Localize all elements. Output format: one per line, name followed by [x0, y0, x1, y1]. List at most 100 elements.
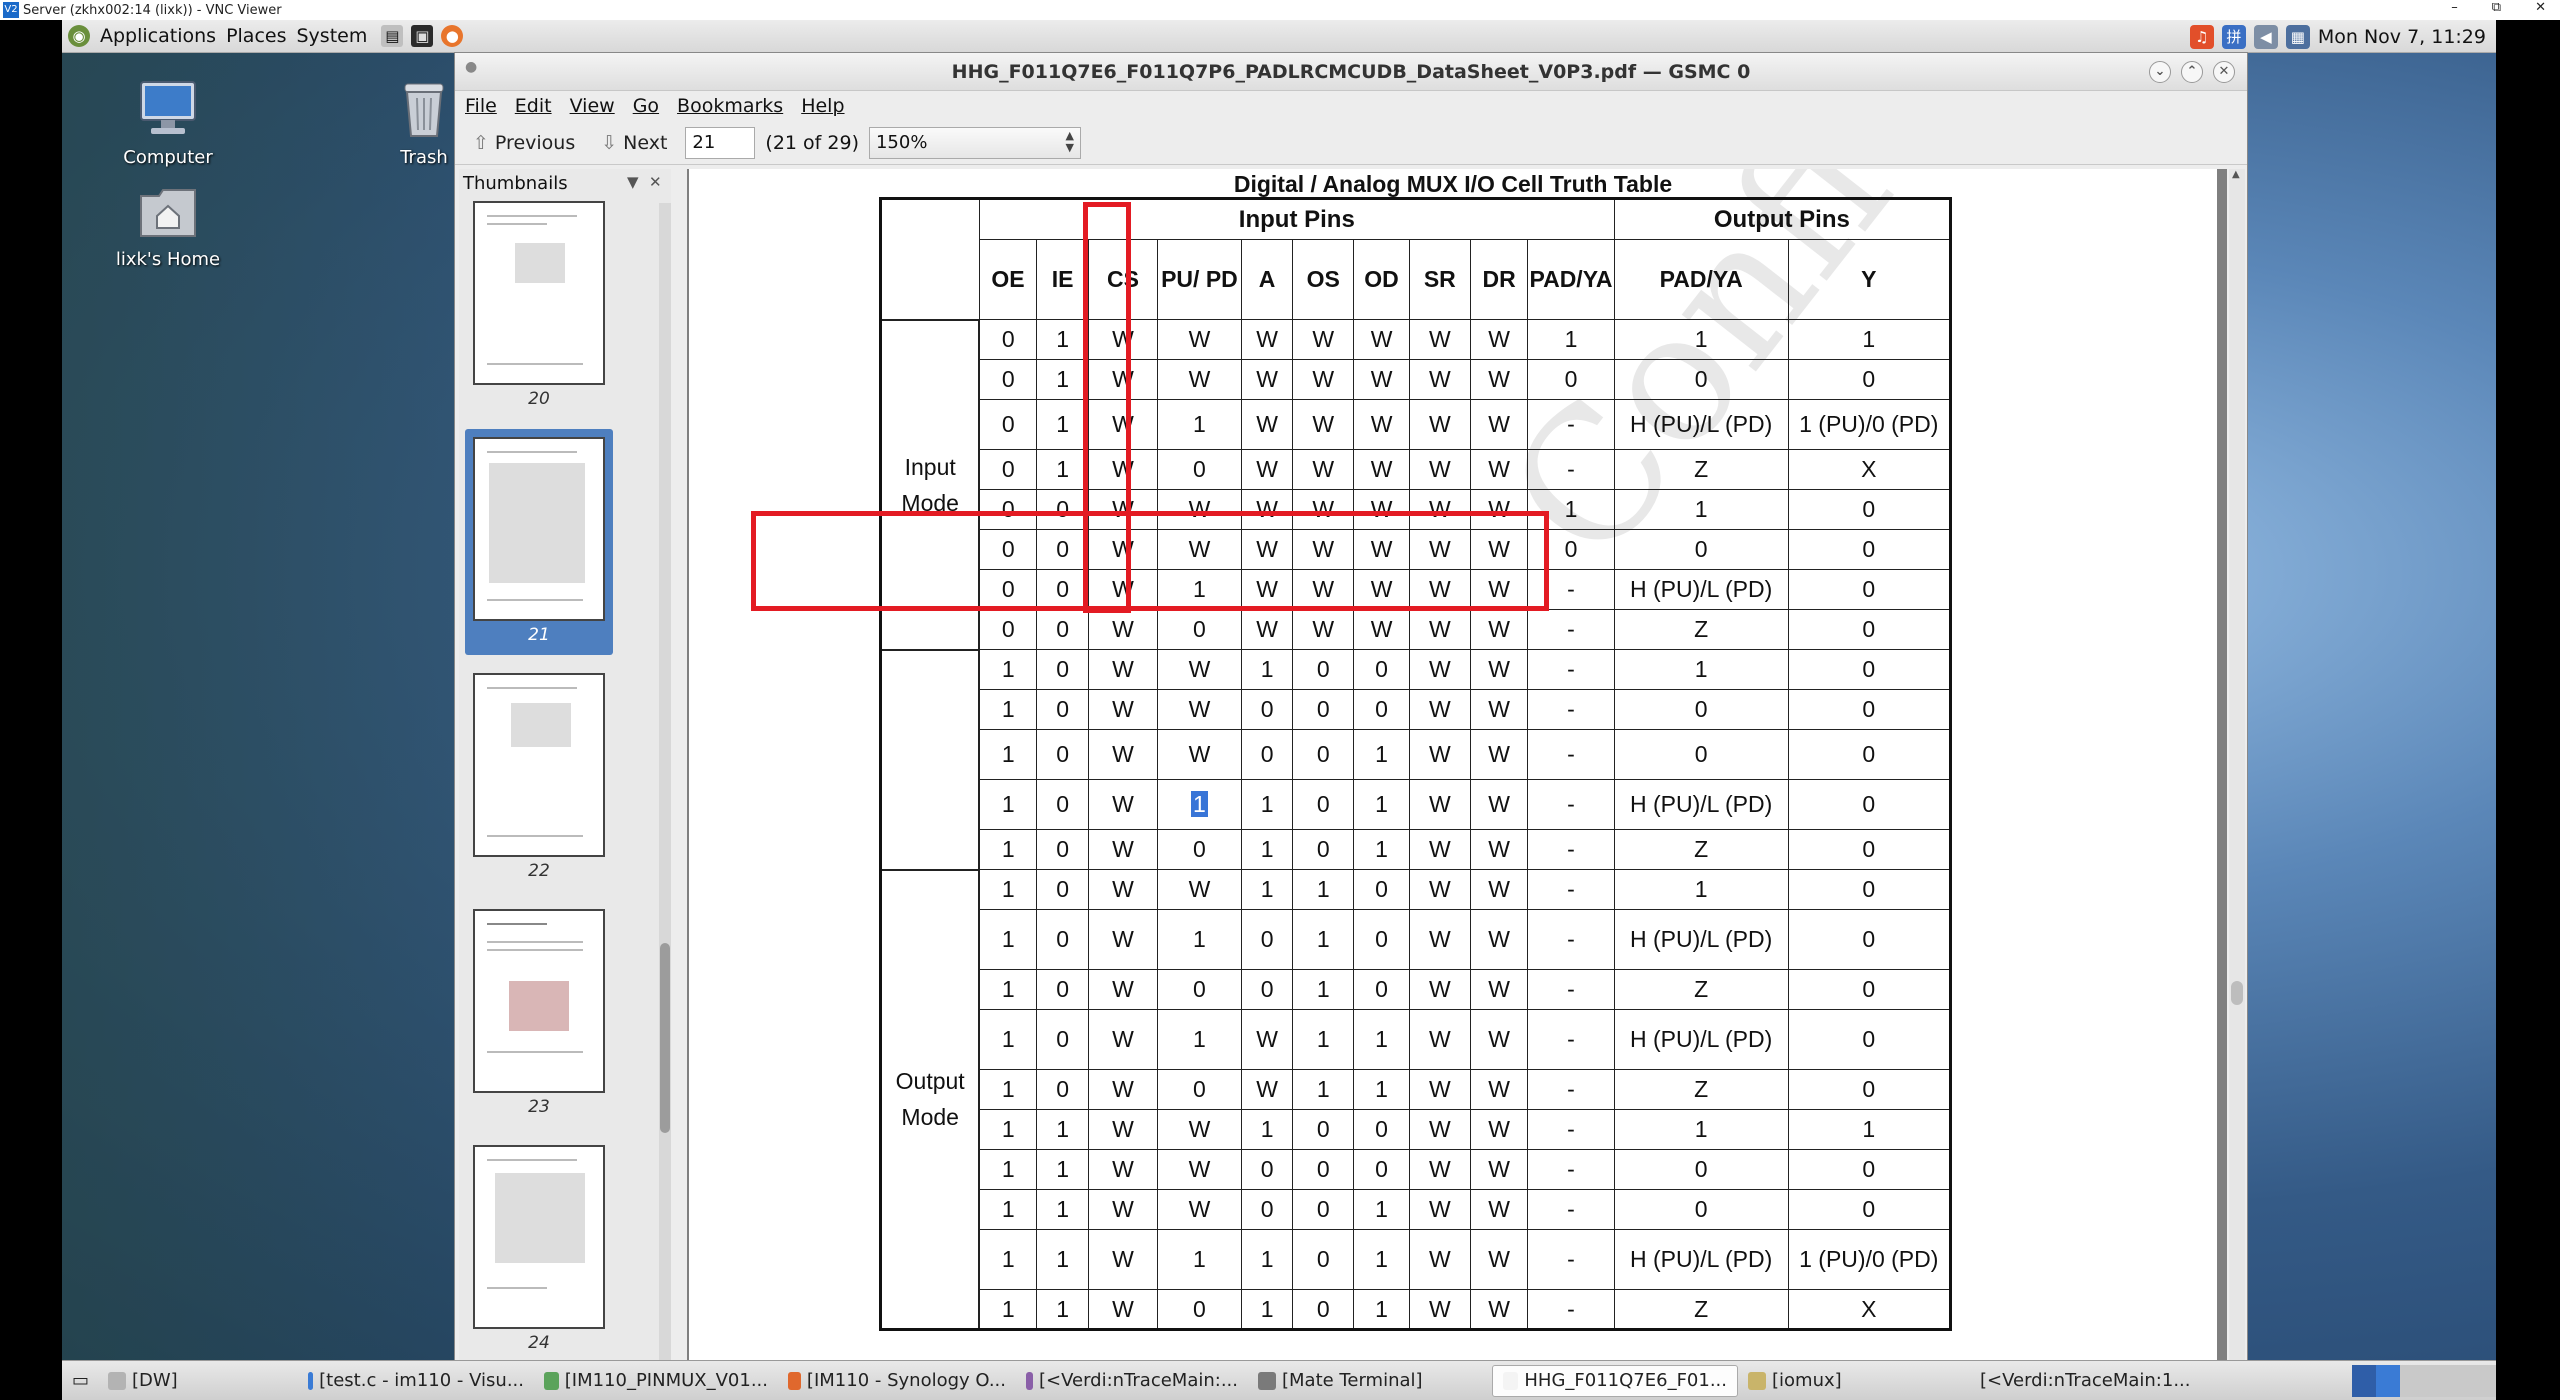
taskbar-app-icon — [1748, 1371, 1766, 1390]
terminal-launcher-icon[interactable]: ▣ — [411, 25, 434, 47]
volume-icon[interactable]: ◀ — [2253, 24, 2278, 49]
thumbnail-page-21[interactable] — [473, 437, 605, 621]
next-button[interactable]: ⇩ Next — [593, 128, 675, 158]
thumbnail-page-24[interactable] — [473, 1145, 605, 1329]
file-manager-launcher-icon[interactable]: ▤ — [381, 25, 404, 47]
scroll-up-icon[interactable]: ▲ — [2232, 169, 2240, 180]
show-desktop-icon[interactable]: ▭ — [72, 1370, 90, 1391]
table-cell: 0 — [1787, 609, 1952, 650]
table-cell: 1 — [1292, 969, 1355, 1010]
minimize-icon[interactable]: ⌄ — [2149, 61, 2171, 83]
table-cell: W — [1088, 449, 1158, 490]
close-icon[interactable]: ✕ — [2213, 61, 2235, 83]
table-cell: 0 — [1787, 969, 1952, 1010]
places-menu[interactable]: Places — [226, 25, 287, 47]
thumbnail-page-22[interactable] — [473, 673, 605, 857]
mode-label: Input — [904, 453, 956, 480]
window-menu-icon[interactable]: ● — [465, 59, 478, 75]
table-cell: 1 — [978, 1109, 1038, 1150]
menu-bookmarks[interactable]: Bookmarks — [677, 95, 784, 117]
vnc-restore-button[interactable]: ⧉ — [2491, 0, 2502, 15]
taskbar-item[interactable]: [IM110_PINMUX_V01... — [534, 1365, 778, 1397]
table-cell: 1 — [1613, 1109, 1789, 1150]
thumbnail-page-23[interactable] — [473, 909, 605, 1093]
menu-file[interactable]: File — [465, 95, 497, 117]
taskbar-item[interactable]: [Mate Terminal] — [1248, 1365, 1492, 1397]
table-cell: 0 — [1292, 729, 1355, 780]
taskbar-item[interactable]: [<Verdi:nTraceMain:1... — [1964, 1365, 2196, 1397]
taskbar-item-label: [IM110 - Synology O... — [806, 1370, 1006, 1391]
applications-menu[interactable]: Applications — [100, 25, 217, 47]
table-cell: 0 — [1613, 729, 1789, 780]
taskbar-item[interactable]: [iomux] — [1738, 1365, 1964, 1397]
table-cell: W — [1470, 1109, 1529, 1150]
workspace-icon[interactable] — [2352, 1364, 2376, 1397]
table-cell: 1 — [978, 689, 1038, 730]
document-view[interactable]: Confidential Digital / Analog MUX I/O Ce… — [687, 169, 2227, 1385]
vnc-minimize-button[interactable]: – — [2451, 0, 2458, 15]
taskbar-item[interactable]: [DW] — [98, 1365, 298, 1397]
previous-button[interactable]: ⇧ Previous — [465, 128, 583, 158]
table-cell: 0 — [1787, 1189, 1952, 1230]
table-cell: - — [1527, 399, 1615, 450]
menu-view[interactable]: View — [569, 95, 615, 117]
desktop-icon-home[interactable]: lixk's Home — [98, 182, 238, 270]
table-cell: 1 — [1156, 1009, 1243, 1070]
table-cell: 0 — [1292, 779, 1355, 830]
thumbnail-list[interactable]: 20 21 22 — [459, 199, 655, 1385]
clock[interactable]: Mon Nov 7, 11:29 — [2317, 25, 2486, 48]
table-cell: W — [1156, 689, 1243, 730]
vnc-close-button[interactable]: ✕ — [2535, 0, 2546, 15]
notification-icon[interactable]: ♫ — [2189, 24, 2214, 49]
thumbnail-page-20[interactable] — [473, 201, 605, 385]
table-cell: W — [1353, 319, 1410, 360]
table-cell: 0 — [1787, 829, 1952, 870]
input-method-icon[interactable]: 拼 — [2221, 24, 2246, 49]
vscode-tray-icon[interactable] — [2376, 1364, 2400, 1397]
sidebar-close-icon[interactable]: ✕ — [649, 173, 662, 191]
taskbar-item[interactable]: [<Verdi:nTraceMain:... — [1016, 1365, 1248, 1397]
workspace-switcher[interactable] — [2400, 1364, 2496, 1397]
table-cell: 0 — [1241, 909, 1294, 970]
menu-go[interactable]: Go — [632, 95, 660, 117]
table-cell: W — [1408, 1069, 1472, 1110]
table-cell: - — [1527, 729, 1615, 780]
menu-help[interactable]: Help — [801, 95, 845, 117]
table-cell: 1 — [978, 1149, 1038, 1190]
table-cell: W — [1353, 449, 1410, 490]
table-cell: W — [1408, 1189, 1472, 1230]
table-cell: W — [1470, 1069, 1529, 1110]
table-cell: 1 — [1036, 1229, 1090, 1290]
taskbar-item[interactable]: [IM110 - Synology O... — [778, 1365, 1016, 1397]
truth-table-body: Input Mode 0 1 W W W W W W W 1 1 1 0 1 W W W W W W W 0 0 0 0 1 W 1 W W W… — [879, 318, 1952, 1331]
table-cell: 1 — [1353, 1069, 1410, 1110]
table-cell: W — [1088, 689, 1158, 730]
network-icon[interactable]: ▦ — [2285, 24, 2310, 49]
table-cell: 1 — [1156, 1229, 1243, 1290]
taskbar-item[interactable]: HHG_F011Q7E6_F01... — [1492, 1364, 1738, 1397]
table-cell: 1 — [978, 1229, 1038, 1290]
maximize-icon[interactable]: ⌃ — [2181, 61, 2203, 83]
table-cell: 1 — [1036, 1189, 1090, 1230]
table-cell: W — [1470, 779, 1529, 830]
zoom-select[interactable]: 150% ▲ ▼ — [868, 126, 1081, 159]
table-cell: W — [1088, 1189, 1158, 1230]
table-cell: 0 — [978, 449, 1038, 490]
taskbar-item[interactable]: [test.c - im110 - Visu... — [298, 1365, 534, 1397]
desktop-icon-trash[interactable]: Trash — [364, 80, 484, 168]
selected-text[interactable]: 1 — [1191, 791, 1208, 817]
page-number-input[interactable]: 21 — [685, 126, 756, 159]
menu-edit[interactable]: Edit — [514, 95, 552, 117]
sidebar-dropdown-icon[interactable]: ▼ — [627, 173, 639, 191]
taskbar-item-label: [iomux] — [1772, 1370, 1842, 1391]
desktop-icon-computer[interactable]: Computer — [98, 80, 238, 168]
document-scrollbar[interactable]: ▲ ▼ — [2229, 169, 2245, 1385]
system-menu[interactable]: System — [296, 25, 368, 47]
firefox-launcher-icon[interactable]: ● — [441, 25, 464, 47]
window-titlebar[interactable]: ● HHG_F011Q7E6_F011Q7P6_PADLRCMCUDB_Data… — [455, 53, 2247, 91]
sidebar-scrollbar[interactable] — [659, 203, 671, 1383]
thumbnail-number: 22 — [528, 861, 550, 881]
